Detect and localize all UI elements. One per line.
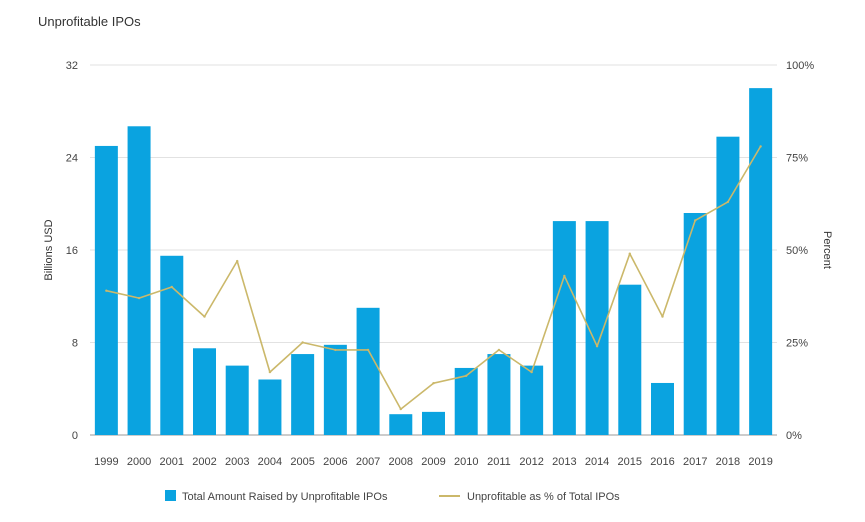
bar	[127, 126, 151, 435]
y-tick-label: 16	[66, 245, 78, 257]
x-tick-label: 2003	[225, 456, 249, 468]
bar	[291, 354, 315, 435]
bar	[716, 136, 740, 435]
x-tick-label: 2006	[323, 456, 347, 468]
line-point	[694, 219, 697, 222]
bar	[454, 367, 478, 435]
bar	[323, 344, 347, 435]
line-point	[137, 296, 141, 300]
line-point	[759, 145, 762, 148]
x-tick-label: 2008	[389, 456, 413, 468]
bar	[389, 414, 413, 435]
line-point	[268, 370, 272, 374]
line-point	[595, 345, 599, 348]
x-tick-label: 2007	[356, 456, 380, 468]
y-tick-label: 24	[66, 153, 78, 165]
chart-title: Unprofitable IPOs	[38, 14, 141, 29]
x-tick-label: 2018	[716, 456, 740, 468]
line-point	[563, 274, 566, 278]
line-point	[465, 374, 468, 377]
bar	[160, 255, 184, 435]
x-tick-label: 2009	[421, 456, 445, 468]
y-axis-label: Billions USD	[43, 219, 55, 280]
x-tick-label: 2002	[192, 456, 216, 468]
legend-label-bar: Total Amount Raised by Unprofitable IPOs	[182, 491, 388, 503]
bar	[651, 382, 674, 435]
line-point	[726, 200, 730, 204]
line-point	[366, 348, 370, 352]
y2-tick-label: 25%	[786, 338, 808, 350]
bar	[618, 284, 642, 435]
line-point	[432, 382, 435, 385]
bar	[585, 221, 609, 435]
x-tick-label: 2004	[258, 456, 282, 468]
bar	[422, 411, 445, 435]
bar	[193, 348, 216, 435]
line-point	[661, 315, 664, 318]
bar	[520, 365, 544, 435]
x-tick-label: 2017	[683, 456, 707, 468]
x-tick-label: 2013	[552, 456, 576, 468]
x-tick-label: 2001	[160, 456, 184, 468]
line-point	[530, 370, 533, 374]
legend-swatch-bar	[165, 490, 176, 501]
x-tick-label: 2019	[748, 456, 772, 468]
y2-tick-label: 100%	[786, 60, 814, 72]
bar	[487, 354, 511, 435]
y-tick-label: 0	[72, 430, 78, 442]
line-point	[497, 348, 501, 352]
bar	[258, 379, 282, 435]
x-tick-label: 2012	[519, 456, 543, 468]
y2-axis-label: Percent	[821, 231, 833, 269]
y2-tick-label: 75%	[786, 153, 808, 165]
bar	[683, 213, 707, 435]
line-point	[399, 407, 402, 411]
line-point	[170, 285, 173, 289]
bar	[552, 221, 576, 435]
line-point	[105, 289, 108, 292]
y-tick-label: 32	[66, 60, 78, 72]
x-tick-label: 2016	[650, 456, 674, 468]
y2-tick-label: 0%	[786, 430, 802, 442]
bar	[225, 365, 249, 435]
x-tick-label: 2014	[585, 456, 609, 468]
y2-tick-label: 50%	[786, 245, 808, 257]
bar	[356, 307, 380, 435]
x-tick-label: 1999	[94, 456, 118, 468]
x-tick-label: 2010	[454, 456, 478, 468]
line-point	[203, 315, 206, 318]
x-tick-label: 2015	[618, 456, 642, 468]
x-tick-label: 2011	[487, 456, 511, 468]
bar	[749, 88, 773, 435]
line-point	[334, 348, 337, 352]
y-tick-label: 8	[72, 338, 78, 350]
line-point	[236, 259, 239, 263]
legend-label-line: Unprofitable as % of Total IPOs	[467, 491, 620, 503]
line-point	[628, 252, 631, 255]
x-tick-label: 2005	[290, 456, 314, 468]
x-tick-label: 2000	[127, 456, 151, 468]
line-point	[301, 341, 304, 344]
